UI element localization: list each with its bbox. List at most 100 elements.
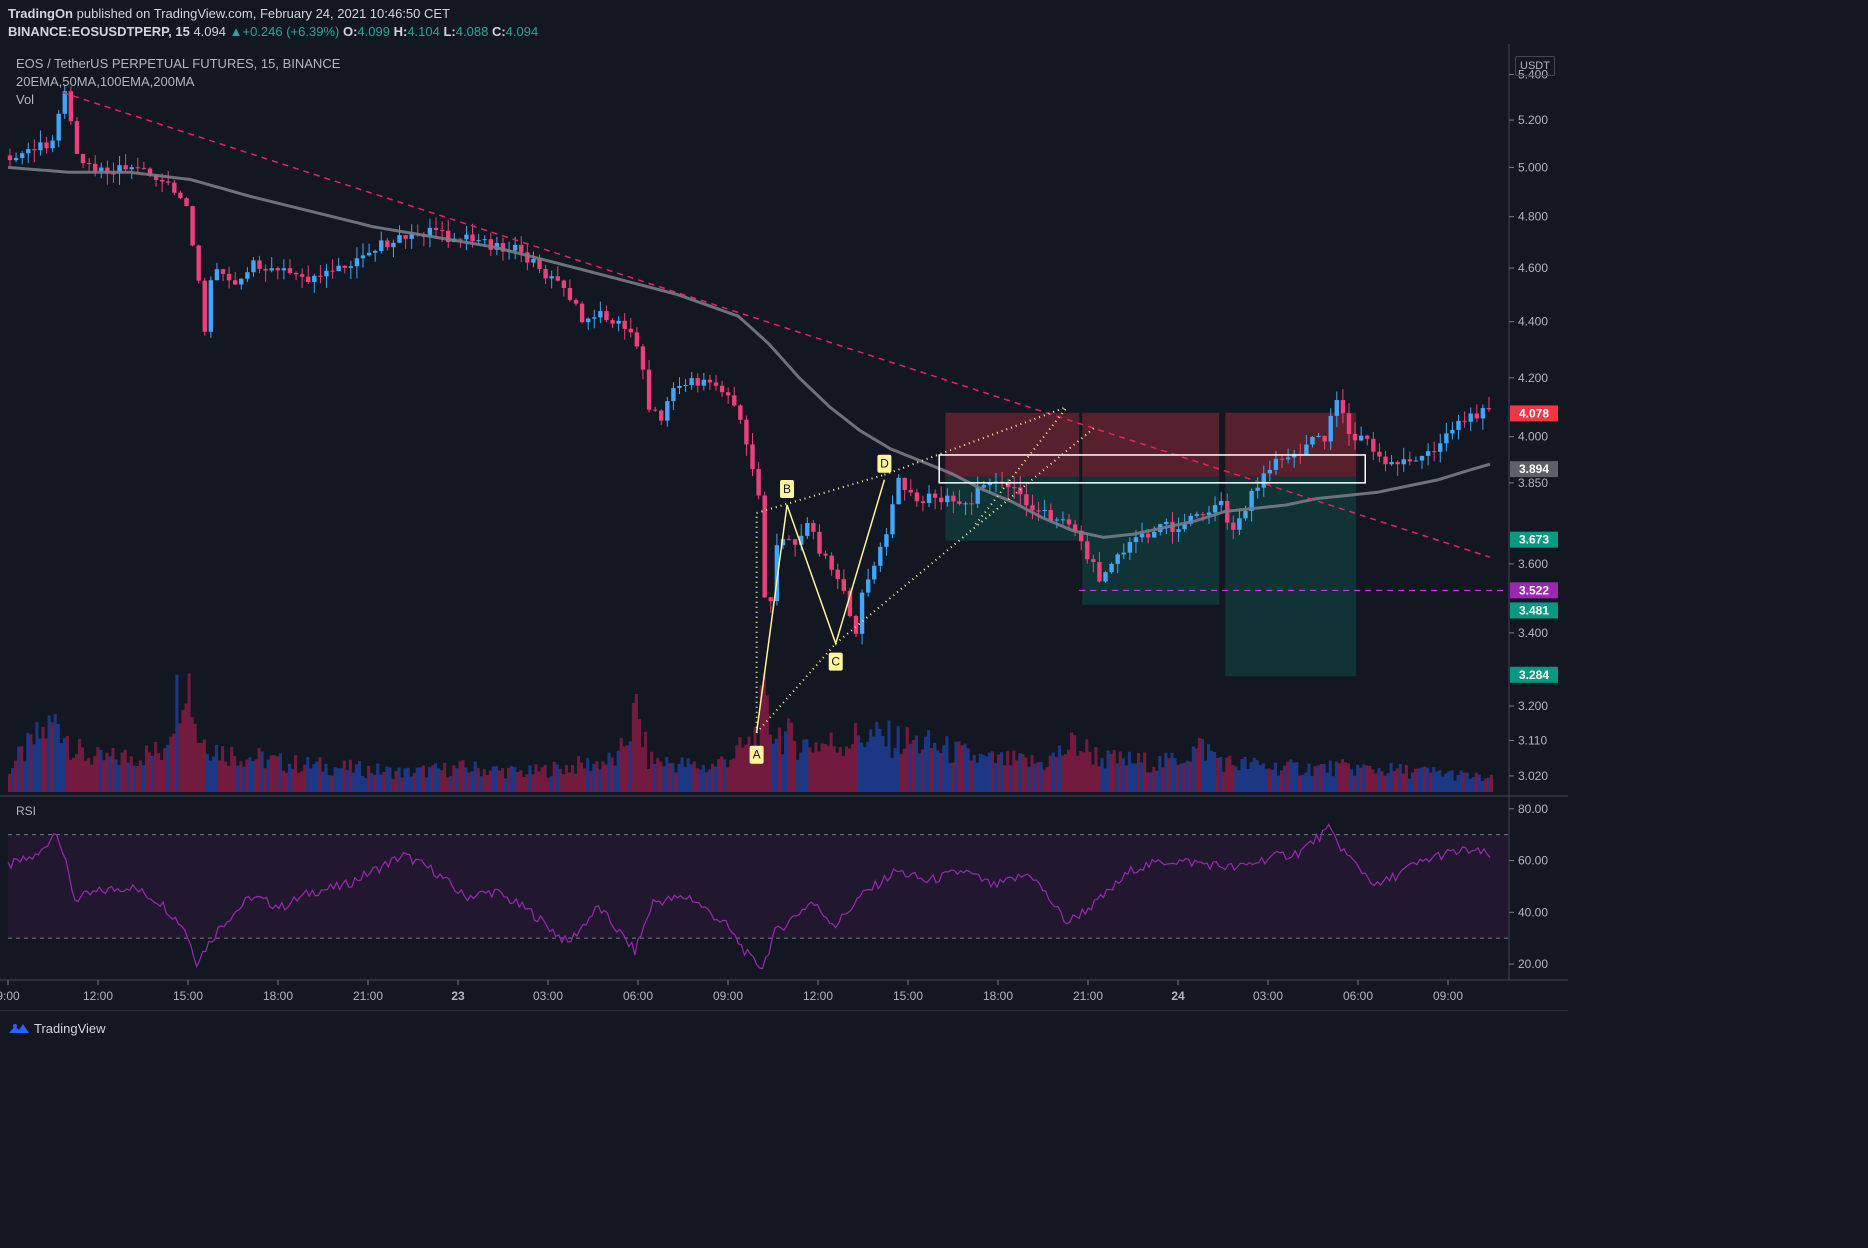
candle-body [1322, 435, 1327, 442]
candle-body [324, 270, 329, 277]
tradingview-brand[interactable]: TradingView [34, 1021, 106, 1036]
candle-body [1450, 429, 1455, 434]
candle-body [938, 497, 944, 503]
price-tick-label: 4.000 [1518, 430, 1548, 444]
candle-body [732, 395, 737, 406]
candle-body [865, 579, 871, 593]
candle-body [567, 287, 573, 300]
time-tick-label: 15:00 [893, 989, 923, 1003]
trendline[interactable] [62, 91, 1491, 558]
candle-body [397, 235, 402, 243]
candle-body [166, 181, 171, 183]
candle-body [744, 419, 749, 445]
candle-body [80, 153, 86, 164]
candle-body [184, 198, 189, 207]
candle-body [1054, 519, 1060, 521]
rsi-legend[interactable]: RSI [16, 804, 37, 818]
time-tick-label: 23 [451, 989, 465, 1003]
candle-body [957, 501, 962, 504]
candle-body [99, 167, 104, 172]
tradingview-logo-icon[interactable] [8, 1021, 30, 1035]
candle-body [598, 311, 603, 318]
change-value: +0.246 (+6.39%) [242, 24, 340, 39]
currency-button[interactable]: USDT [1515, 56, 1555, 76]
candle-body [799, 535, 804, 545]
candle-body [62, 91, 67, 114]
candle-body [1109, 563, 1114, 573]
price-chart[interactable]: 3.020 3.110 3.200 3.400 3.600 3.850 4.000 4.200… [0, 44, 1568, 1010]
candle-body [403, 235, 408, 239]
candle-body [829, 555, 834, 570]
candle-body [1218, 500, 1224, 506]
volume-legend[interactable]: Vol [16, 92, 35, 107]
publisher-name[interactable]: TradingOn [8, 6, 73, 21]
candle-body [786, 539, 792, 541]
stop-loss-zone [1225, 412, 1357, 477]
candle-body [1194, 514, 1200, 516]
candle-body [1371, 438, 1376, 452]
time-tick-label: 21:00 [1073, 989, 1103, 1003]
candle-body [202, 280, 207, 332]
candle-body [372, 250, 378, 253]
candle-body [1024, 494, 1029, 506]
abcd-pattern-line[interactable] [755, 479, 886, 733]
candle-body [573, 299, 579, 304]
change-arrow-icon: ▲ [229, 24, 243, 39]
price-tick-label: 4.200 [1518, 371, 1548, 385]
volume-bars-down [8, 673, 1494, 792]
price-badge-label: 3.894 [1519, 462, 1549, 476]
candle-body [792, 539, 798, 545]
candle-body [750, 444, 755, 470]
candle-body [1273, 458, 1279, 470]
price-badge-label: 3.673 [1519, 533, 1549, 547]
candle-body [147, 168, 153, 176]
candle-body [409, 234, 414, 239]
candle-body [196, 245, 201, 281]
candle-body [1145, 533, 1151, 538]
candle-body [1419, 455, 1425, 461]
candle-body [172, 182, 177, 193]
candle-body [366, 252, 372, 256]
candle-body [1164, 521, 1169, 525]
candle-body [610, 320, 615, 324]
candle-body [555, 276, 560, 281]
indicator-legend[interactable]: 20EMA,50MA,100EMA,200MA [16, 74, 195, 89]
rectangle-drawing[interactable] [938, 454, 1366, 484]
candle-body [1085, 541, 1090, 560]
rsi-line [7, 823, 1491, 970]
price-tick-label: 3.020 [1518, 769, 1548, 783]
candle-body [1261, 473, 1266, 488]
candle-body [275, 268, 280, 271]
candle-body [7, 155, 13, 161]
candle-body [220, 269, 226, 274]
time-tick-label: 21:00 [353, 989, 383, 1003]
published-text: published on TradingView.com, February 2… [76, 6, 451, 21]
candle-body [756, 469, 761, 496]
candle-body [129, 167, 134, 170]
candle-body [1255, 487, 1260, 491]
candle-body [592, 317, 597, 319]
candle-body [74, 121, 80, 154]
candle-body [1431, 451, 1437, 453]
candle-body [1115, 554, 1120, 564]
candle-body [439, 229, 445, 231]
candle-body [707, 379, 713, 383]
pattern-point-badge [780, 479, 795, 498]
candle-body [1012, 487, 1017, 489]
pattern-point-badge [828, 652, 843, 671]
candle-body [38, 142, 43, 151]
candle-body [135, 167, 141, 169]
pattern-point-label: D [880, 457, 889, 471]
price-badge-label: 3.522 [1519, 583, 1549, 597]
candle-body [665, 401, 670, 421]
price-tick-label: 5.200 [1518, 113, 1548, 127]
candle-body [299, 274, 305, 277]
candle-body [512, 244, 518, 251]
candle-body [239, 278, 244, 285]
candle-body [342, 265, 347, 268]
candle-body [446, 230, 451, 243]
candle-body [348, 266, 354, 268]
price-badge-label: 3.284 [1519, 668, 1549, 682]
candle-body [1285, 457, 1291, 460]
candle-body [1048, 509, 1053, 521]
